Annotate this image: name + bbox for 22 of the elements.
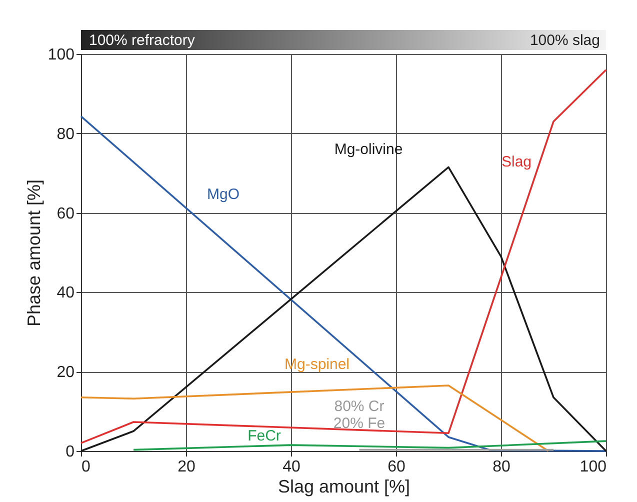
- annotation: 80% Cr 20% Fe: [333, 398, 386, 432]
- y-tick-label: 0: [66, 444, 75, 460]
- x-axis-title: Slag amount [%]: [278, 476, 410, 496]
- x-tick-label: 40: [282, 458, 300, 476]
- x-tick-label: 100: [580, 458, 607, 476]
- line-series: [80, 384, 550, 452]
- y-tick-label: 60: [56, 205, 75, 222]
- text: 100% slag: [530, 32, 600, 49]
- y-tick-label: 20: [56, 364, 75, 382]
- y-tick-label: 80: [56, 126, 75, 143]
- text: 100% refractory: [89, 32, 196, 49]
- series-label: Slag: [501, 153, 532, 170]
- y-axis-title: Phase amount [%]: [24, 179, 44, 327]
- x-tick-label: 60: [388, 458, 406, 476]
- series-label: MgO: [207, 186, 240, 203]
- x-tick-label: 80: [492, 458, 510, 476]
- y-tick-label: 100: [48, 46, 75, 64]
- y-tick-label: 40: [56, 284, 75, 302]
- line-series: [132, 440, 607, 451]
- series-label: FeCr: [248, 427, 281, 444]
- x-tick-label: 20: [178, 458, 196, 476]
- x-tick-label: 0: [82, 458, 90, 476]
